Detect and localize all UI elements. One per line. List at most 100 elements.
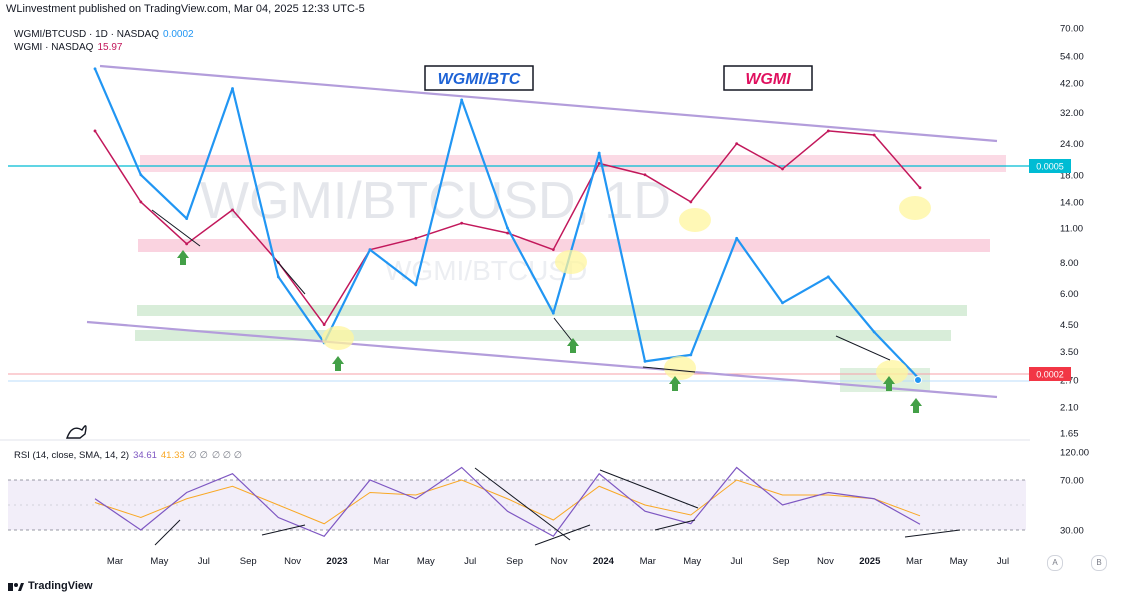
price-tag-lower: 0.0002 xyxy=(1036,370,1064,380)
trendline xyxy=(275,259,306,295)
trendline xyxy=(654,519,696,531)
legend-wgmi-btcusd-value: 0.0002 xyxy=(163,29,194,40)
rsi-legend[interactable]: RSI (14, close, SMA, 14, 2) 34.61 41.33 ∅ ∅… xyxy=(14,450,242,461)
trendline xyxy=(261,524,306,536)
x-axis-tick: Nov xyxy=(284,556,301,567)
resistance-zone-upper xyxy=(140,155,1006,172)
data-point xyxy=(185,217,189,220)
right-axis-tick: 70.00 xyxy=(1060,24,1084,35)
data-point xyxy=(781,301,784,305)
tradingview-footer[interactable]: TradingView xyxy=(8,580,93,592)
data-point xyxy=(506,231,509,235)
data-point xyxy=(643,360,647,363)
data-point xyxy=(781,167,784,171)
rsi-axis-tick: 30.00 xyxy=(1060,526,1084,537)
last-price-dot xyxy=(914,376,922,384)
rsi-band xyxy=(8,479,1026,531)
annotation-wgmi-btc-box xyxy=(424,65,534,91)
legend-wgmi[interactable]: WGMI · NASDAQ 15.97 xyxy=(14,42,122,53)
price-tag-lower-bg xyxy=(1029,367,1071,381)
x-axis-tick: Mar xyxy=(640,556,656,567)
data-point xyxy=(551,311,555,315)
trendline xyxy=(534,524,591,546)
x-axis-tick: May xyxy=(950,556,968,567)
data-point xyxy=(414,236,418,240)
highlight-ellipse xyxy=(555,250,587,274)
x-axis-tick: Sep xyxy=(240,556,257,567)
data-point xyxy=(139,200,143,204)
data-point xyxy=(643,173,647,177)
rsi-sma-line xyxy=(94,479,921,525)
rsi-value: 34.61 xyxy=(133,450,157,461)
right-axis-tick: 14.00 xyxy=(1060,197,1084,208)
x-axis-tick: 2023 xyxy=(326,556,347,567)
x-axis-tick: Jul xyxy=(997,556,1009,567)
trendline xyxy=(151,209,201,247)
trendline xyxy=(474,467,571,541)
data-point xyxy=(918,186,922,190)
x-axis-tick: Sep xyxy=(773,556,790,567)
highlight-ellipse xyxy=(664,356,696,380)
auto-scale-button[interactable]: A xyxy=(1047,555,1063,571)
rsi-axis-tick: 120.00 xyxy=(1060,448,1089,459)
x-axis-tick: Mar xyxy=(373,556,389,567)
x-axis-tick: Nov xyxy=(551,556,568,567)
channel-lower-line xyxy=(86,320,998,399)
right-axis-tick: 6.00 xyxy=(1060,289,1079,300)
data-point xyxy=(689,353,693,357)
data-point xyxy=(231,208,234,212)
annotation-wgmi-btc-label: WGMI/BTC xyxy=(438,71,521,88)
x-axis-tick: 2024 xyxy=(593,556,615,567)
up-arrow-icon xyxy=(883,376,895,391)
data-point xyxy=(689,200,693,204)
legend-wgmi-btcusd[interactable]: WGMI/BTCUSD · 1D · NASDAQ 0.0002 xyxy=(14,29,194,40)
axes: 70.00 54.00 42.00 32.00 24.00 18.00 14.00 11.00… xyxy=(107,24,1089,568)
legend-wgmi-value: 15.97 xyxy=(97,42,123,53)
data-point xyxy=(460,98,464,102)
data-point xyxy=(414,283,418,287)
right-axis-tick: 32.00 xyxy=(1060,108,1084,119)
data-point xyxy=(276,275,280,279)
data-point xyxy=(597,161,601,165)
log-scale-button[interactable]: B xyxy=(1091,555,1107,571)
tradingview-logo-icon xyxy=(8,583,24,591)
x-axis-tick: Jul xyxy=(464,556,476,567)
watermark-big: WGMI/BTCUSD, 1D xyxy=(200,172,671,230)
data-point xyxy=(506,226,509,230)
x-axis-tick: Mar xyxy=(906,556,922,567)
legend-wgmi-label: WGMI · NASDAQ xyxy=(14,42,94,53)
watermark: WGMI/BTCUSD, 1D WGMI/BTCUSD xyxy=(200,172,671,286)
legend-wgmi-btcusd-label: WGMI/BTCUSD · 1D · NASDAQ xyxy=(14,29,160,40)
right-axis-tick: 11.00 xyxy=(1060,223,1083,234)
x-axis-tick: Mar xyxy=(107,556,123,567)
right-axis-tick: 4.50 xyxy=(1060,320,1079,331)
right-axis-tick: 2.10 xyxy=(1060,402,1079,413)
publisher-header: WLinvestment published on TradingView.co… xyxy=(6,3,365,15)
right-axis-tick: 24.00 xyxy=(1060,139,1084,150)
trendline xyxy=(599,469,699,509)
right-axis-tick: 42.00 xyxy=(1060,79,1084,90)
up-arrow-icon xyxy=(567,338,579,353)
x-axis-tick: Jul xyxy=(198,556,210,567)
data-point xyxy=(93,129,97,133)
data-point xyxy=(185,242,189,246)
annotation-wgmi-box xyxy=(723,65,813,91)
data-point xyxy=(597,151,601,155)
x-axis-tick: May xyxy=(150,556,168,567)
trendline xyxy=(904,529,961,538)
dino-icon xyxy=(66,425,87,439)
up-arrow-icon xyxy=(332,356,344,371)
data-point xyxy=(826,275,830,279)
trendline xyxy=(835,335,891,361)
data-point xyxy=(872,330,876,334)
x-axis-tick: 2025 xyxy=(859,556,881,567)
highlight-ellipse xyxy=(322,326,354,350)
rsi-axis-tick: 70.00 xyxy=(1060,476,1084,487)
series-layer xyxy=(93,67,922,538)
right-axis-tick: 54.00 xyxy=(1060,52,1084,63)
channel-upper-line xyxy=(99,64,998,143)
resistance-zone-middle xyxy=(138,239,990,252)
right-axis-tick: 18.00 xyxy=(1060,170,1084,181)
data-point xyxy=(460,221,464,225)
